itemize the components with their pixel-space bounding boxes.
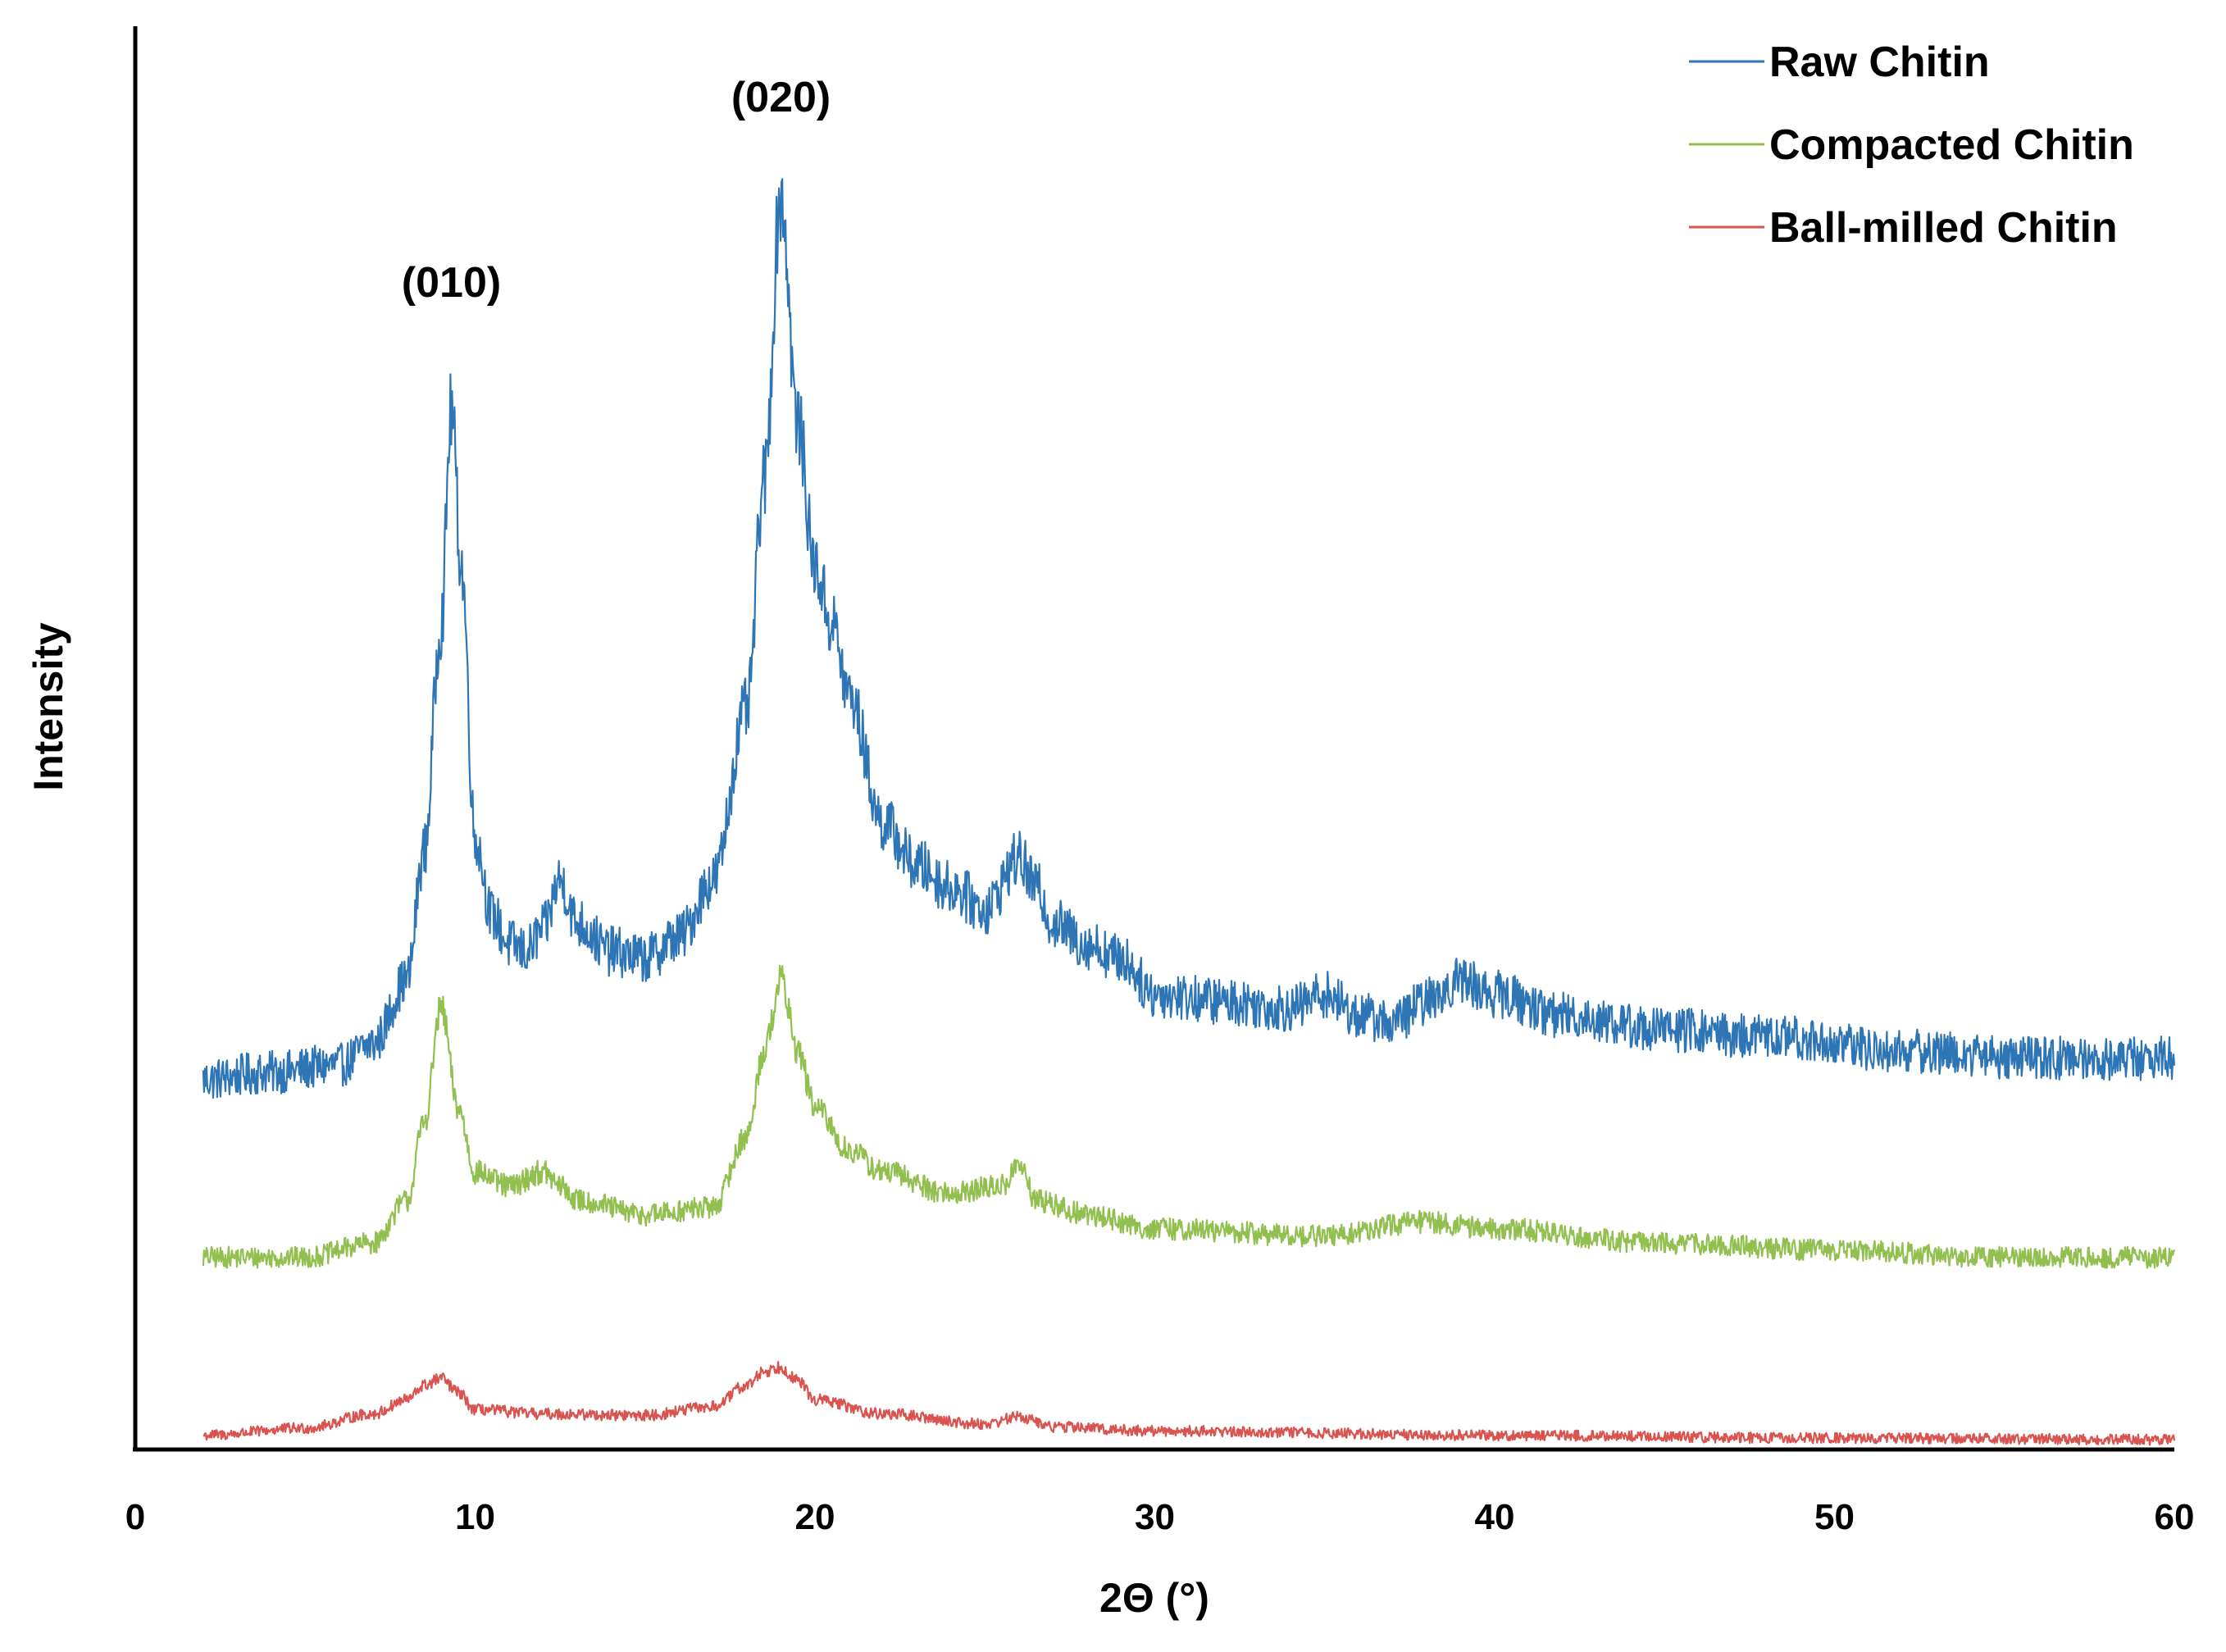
peak-annotation: (020)	[731, 74, 831, 121]
x-tick-label: 10	[455, 1497, 495, 1537]
series-line-compacted-chitin	[202, 964, 2176, 1269]
legend: Raw Chitin Compacted Chitin Ball-milled Ch…	[1689, 39, 2134, 252]
x-tick-label: 30	[1135, 1497, 1175, 1537]
series-layer	[202, 178, 2176, 1446]
x-tick-labels: 0 10 20 30 40 50 60	[125, 1497, 2195, 1537]
peak-annotation: (010)	[402, 259, 501, 307]
legend-label-ball-milled-chitin: Ball-milled Chitin	[1769, 204, 2118, 252]
series-line-raw-chitin	[202, 178, 2176, 1099]
legend-label-raw-chitin: Raw Chitin	[1769, 39, 1990, 86]
x-tick-label: 0	[125, 1497, 145, 1537]
x-tick-label: 40	[1475, 1497, 1515, 1537]
x-tick-label: 60	[2155, 1497, 2195, 1537]
x-axis-title: 2Θ (°)	[1099, 1575, 1209, 1621]
x-tick-label: 50	[1814, 1497, 1855, 1537]
peak-annotations: (010) (020)	[402, 74, 831, 307]
x-tick-label: 20	[795, 1497, 835, 1537]
y-axis-title: Intensity	[25, 622, 71, 791]
legend-label-compacted-chitin: Compacted Chitin	[1769, 121, 2134, 169]
series-line-ball-milled-chitin	[203, 1361, 2176, 1446]
